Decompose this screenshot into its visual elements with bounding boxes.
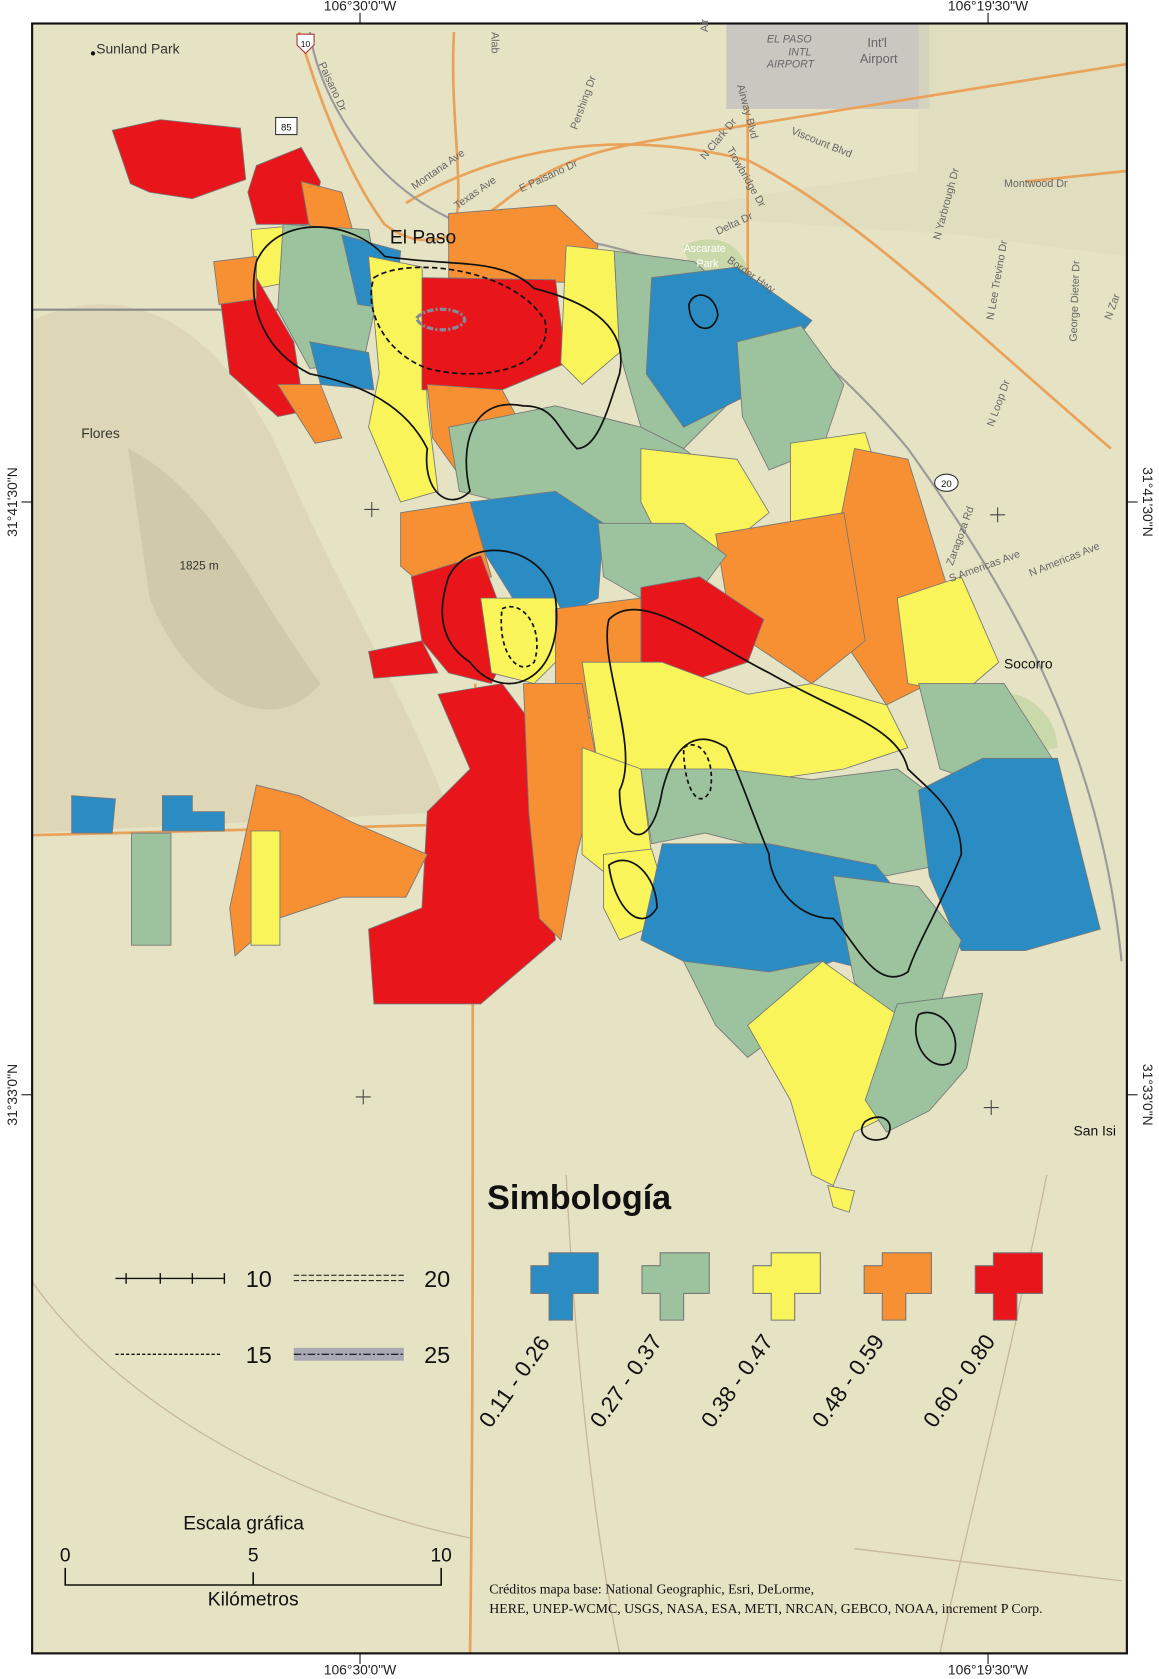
legend-swatch-2 bbox=[752, 1252, 821, 1321]
legend-title: Simbología bbox=[487, 1179, 672, 1217]
coord-bottom-1: 106°30'0"W bbox=[324, 1662, 397, 1678]
tract-blue bbox=[918, 757, 1101, 952]
label-flores: Flores bbox=[81, 425, 120, 441]
highway-85: 85 bbox=[281, 122, 292, 133]
coord-left-2: 31°33'0"N bbox=[4, 1064, 20, 1126]
tract-green bbox=[864, 992, 984, 1133]
scale-tick-5: 5 bbox=[248, 1546, 259, 1567]
place-labels: Sunland Park El Paso Flores 1825 m Socor… bbox=[81, 34, 1116, 1139]
legend-swatch-0 bbox=[530, 1252, 599, 1321]
contour-10-symbol bbox=[115, 1273, 226, 1284]
tract-yellow bbox=[747, 960, 920, 1187]
contour-20-symbol bbox=[293, 1274, 404, 1282]
tract-orange bbox=[276, 384, 343, 444]
label-socorro: Socorro bbox=[1004, 656, 1053, 672]
tract-yellow bbox=[896, 576, 1000, 695]
label-airport-2: INTL bbox=[788, 47, 811, 59]
label-el-paso: El Paso bbox=[390, 228, 456, 249]
label-ascarate-1: Ascarate bbox=[684, 243, 726, 255]
choropleth-tracts bbox=[71, 119, 1101, 1213]
label-intl-airport-1: Int'l bbox=[867, 35, 887, 50]
scale-tick-0: 0 bbox=[60, 1546, 71, 1567]
contour-15-label: 15 bbox=[246, 1342, 272, 1368]
tract-yellow bbox=[250, 830, 281, 946]
contour-legend: 10 20 15 25 bbox=[115, 1266, 450, 1368]
scale-bar: Escala gráfica 0 5 10 Kilómetros bbox=[60, 1513, 452, 1610]
contour-lines bbox=[252, 226, 963, 1141]
label-airport-3: AIRPORT bbox=[766, 58, 816, 70]
label-ascarate-2: Park bbox=[696, 258, 719, 270]
street-label: Air bbox=[699, 19, 711, 32]
coord-right-1: 31°41'30"N bbox=[1140, 467, 1156, 536]
tract-orange bbox=[522, 683, 599, 941]
tract-yellow bbox=[560, 245, 620, 386]
label-elevation: 1825 m bbox=[180, 559, 219, 572]
contour-25-label: 25 bbox=[424, 1342, 450, 1368]
highway-shields: 10 85 20 bbox=[275, 33, 959, 492]
coord-left-1: 31°41'30"N bbox=[4, 467, 20, 536]
credits-line-2: HERE, UNEP-WCMC, USGS, NASA, ESA, METI, … bbox=[489, 1602, 1042, 1617]
contour-10-label: 10 bbox=[246, 1266, 272, 1292]
scale-title: Escala gráfica bbox=[183, 1513, 304, 1534]
contour-20-label: 20 bbox=[424, 1266, 450, 1292]
scale-tick-10: 10 bbox=[430, 1546, 451, 1567]
tract-blue bbox=[161, 795, 225, 832]
highway-10: 10 bbox=[301, 39, 311, 49]
label-airport-1: EL PASO bbox=[767, 34, 812, 46]
street-label: Alab bbox=[488, 32, 500, 53]
coord-top-1: 106°30'0"W bbox=[324, 0, 397, 14]
highway-20: 20 bbox=[941, 479, 952, 490]
label-intl-airport-2: Airport bbox=[860, 51, 898, 66]
credits-line-1: Créditos mapa base: National Geographic,… bbox=[489, 1583, 814, 1598]
scale-unit: Kilómetros bbox=[208, 1589, 299, 1610]
coord-right-2: 31°33'0"N bbox=[1140, 1064, 1156, 1126]
tract-green bbox=[131, 832, 172, 946]
tract-orange bbox=[213, 255, 257, 305]
contour-25-symbol bbox=[293, 1347, 404, 1361]
tract-yellow bbox=[827, 1185, 856, 1213]
legend-swatch-4 bbox=[974, 1252, 1044, 1321]
coord-bottom-2: 106°19'30"W bbox=[948, 1662, 1029, 1678]
tract-red bbox=[111, 119, 247, 200]
map-frame bbox=[31, 22, 1128, 1655]
label-sunland-park: Sunland Park bbox=[96, 40, 179, 56]
legend-swatch-3 bbox=[863, 1252, 932, 1321]
tract-blue bbox=[71, 795, 116, 834]
legend-swatch-1 bbox=[641, 1252, 710, 1321]
tract-red bbox=[421, 277, 567, 391]
label-san-isidro: San Isi bbox=[1073, 1122, 1115, 1138]
street-label: George Dieter Dr bbox=[1068, 260, 1083, 342]
coord-top-2: 106°19'30"W bbox=[948, 0, 1029, 14]
street-label: Montwood Dr bbox=[1004, 178, 1068, 190]
tract-red bbox=[368, 640, 439, 679]
